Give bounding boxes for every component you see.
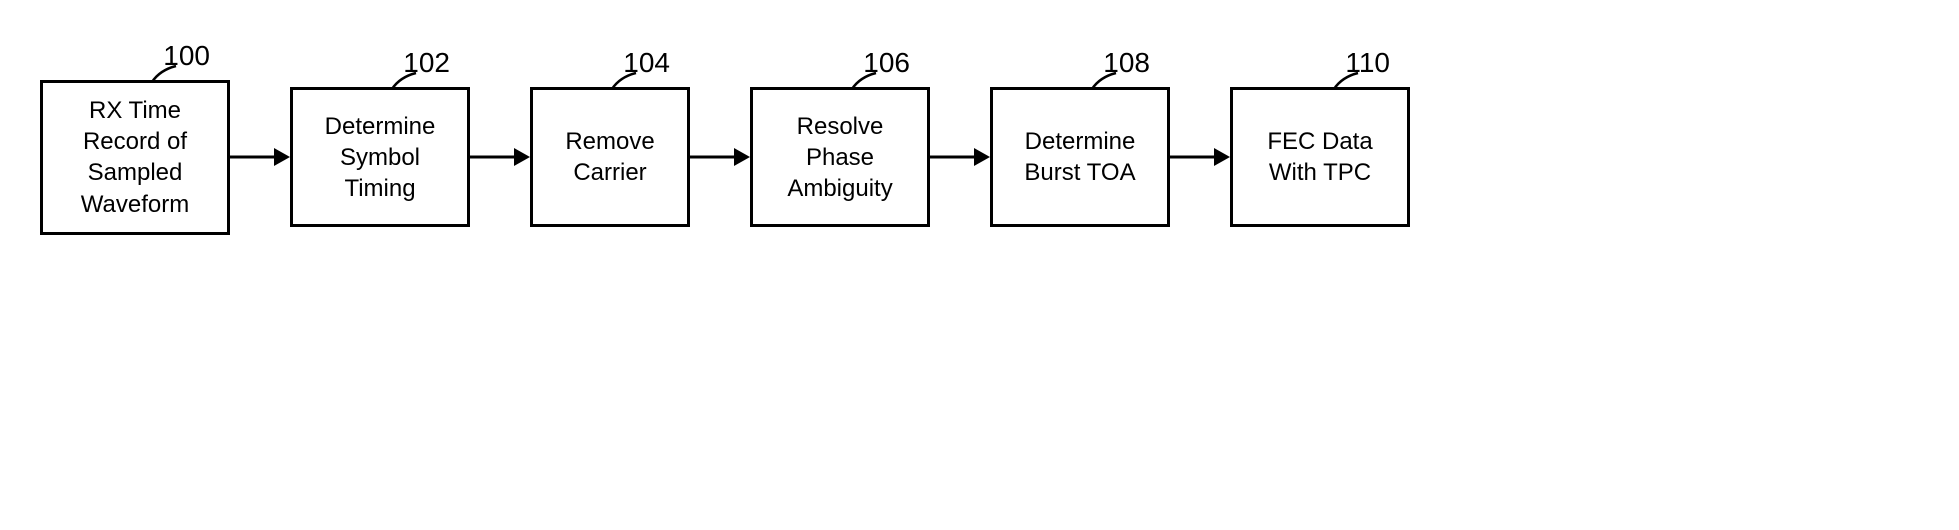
arrow [930,145,990,169]
arrow [230,145,290,169]
flow-node-106: 106 ResolvePhaseAmbiguity [750,47,930,227]
node-label: 108 [1103,47,1150,79]
node-text: DetermineSymbolTiming [325,111,436,205]
node-label: 110 [1345,47,1390,79]
node-label: 104 [623,47,670,79]
node-box: DetermineSymbolTiming [290,87,470,227]
node-text: DetermineBurst TOA [1024,126,1135,188]
node-label: 102 [403,47,450,79]
flow-node-102: 102 DetermineSymbolTiming [290,47,470,227]
node-box: RemoveCarrier [530,87,690,227]
node-text: RX TimeRecord ofSampledWaveform [81,95,189,220]
node-label: 106 [863,47,910,79]
arrow [1170,145,1230,169]
node-box: DetermineBurst TOA [990,87,1170,227]
node-box: ResolvePhaseAmbiguity [750,87,930,227]
flow-node-104: 104 RemoveCarrier [530,47,690,227]
arrow [470,145,530,169]
node-label: 100 [163,40,210,72]
node-box: RX TimeRecord ofSampledWaveform [40,80,230,235]
node-box: FEC DataWith TPC [1230,87,1410,227]
node-text: RemoveCarrier [565,126,654,188]
flow-node-110: 110 FEC DataWith TPC [1230,47,1410,227]
flow-node-100: 100 RX TimeRecord ofSampledWaveform [40,40,230,235]
node-text: ResolvePhaseAmbiguity [787,111,892,205]
node-text: FEC DataWith TPC [1267,126,1372,188]
flow-node-108: 108 DetermineBurst TOA [990,47,1170,227]
arrow [690,145,750,169]
